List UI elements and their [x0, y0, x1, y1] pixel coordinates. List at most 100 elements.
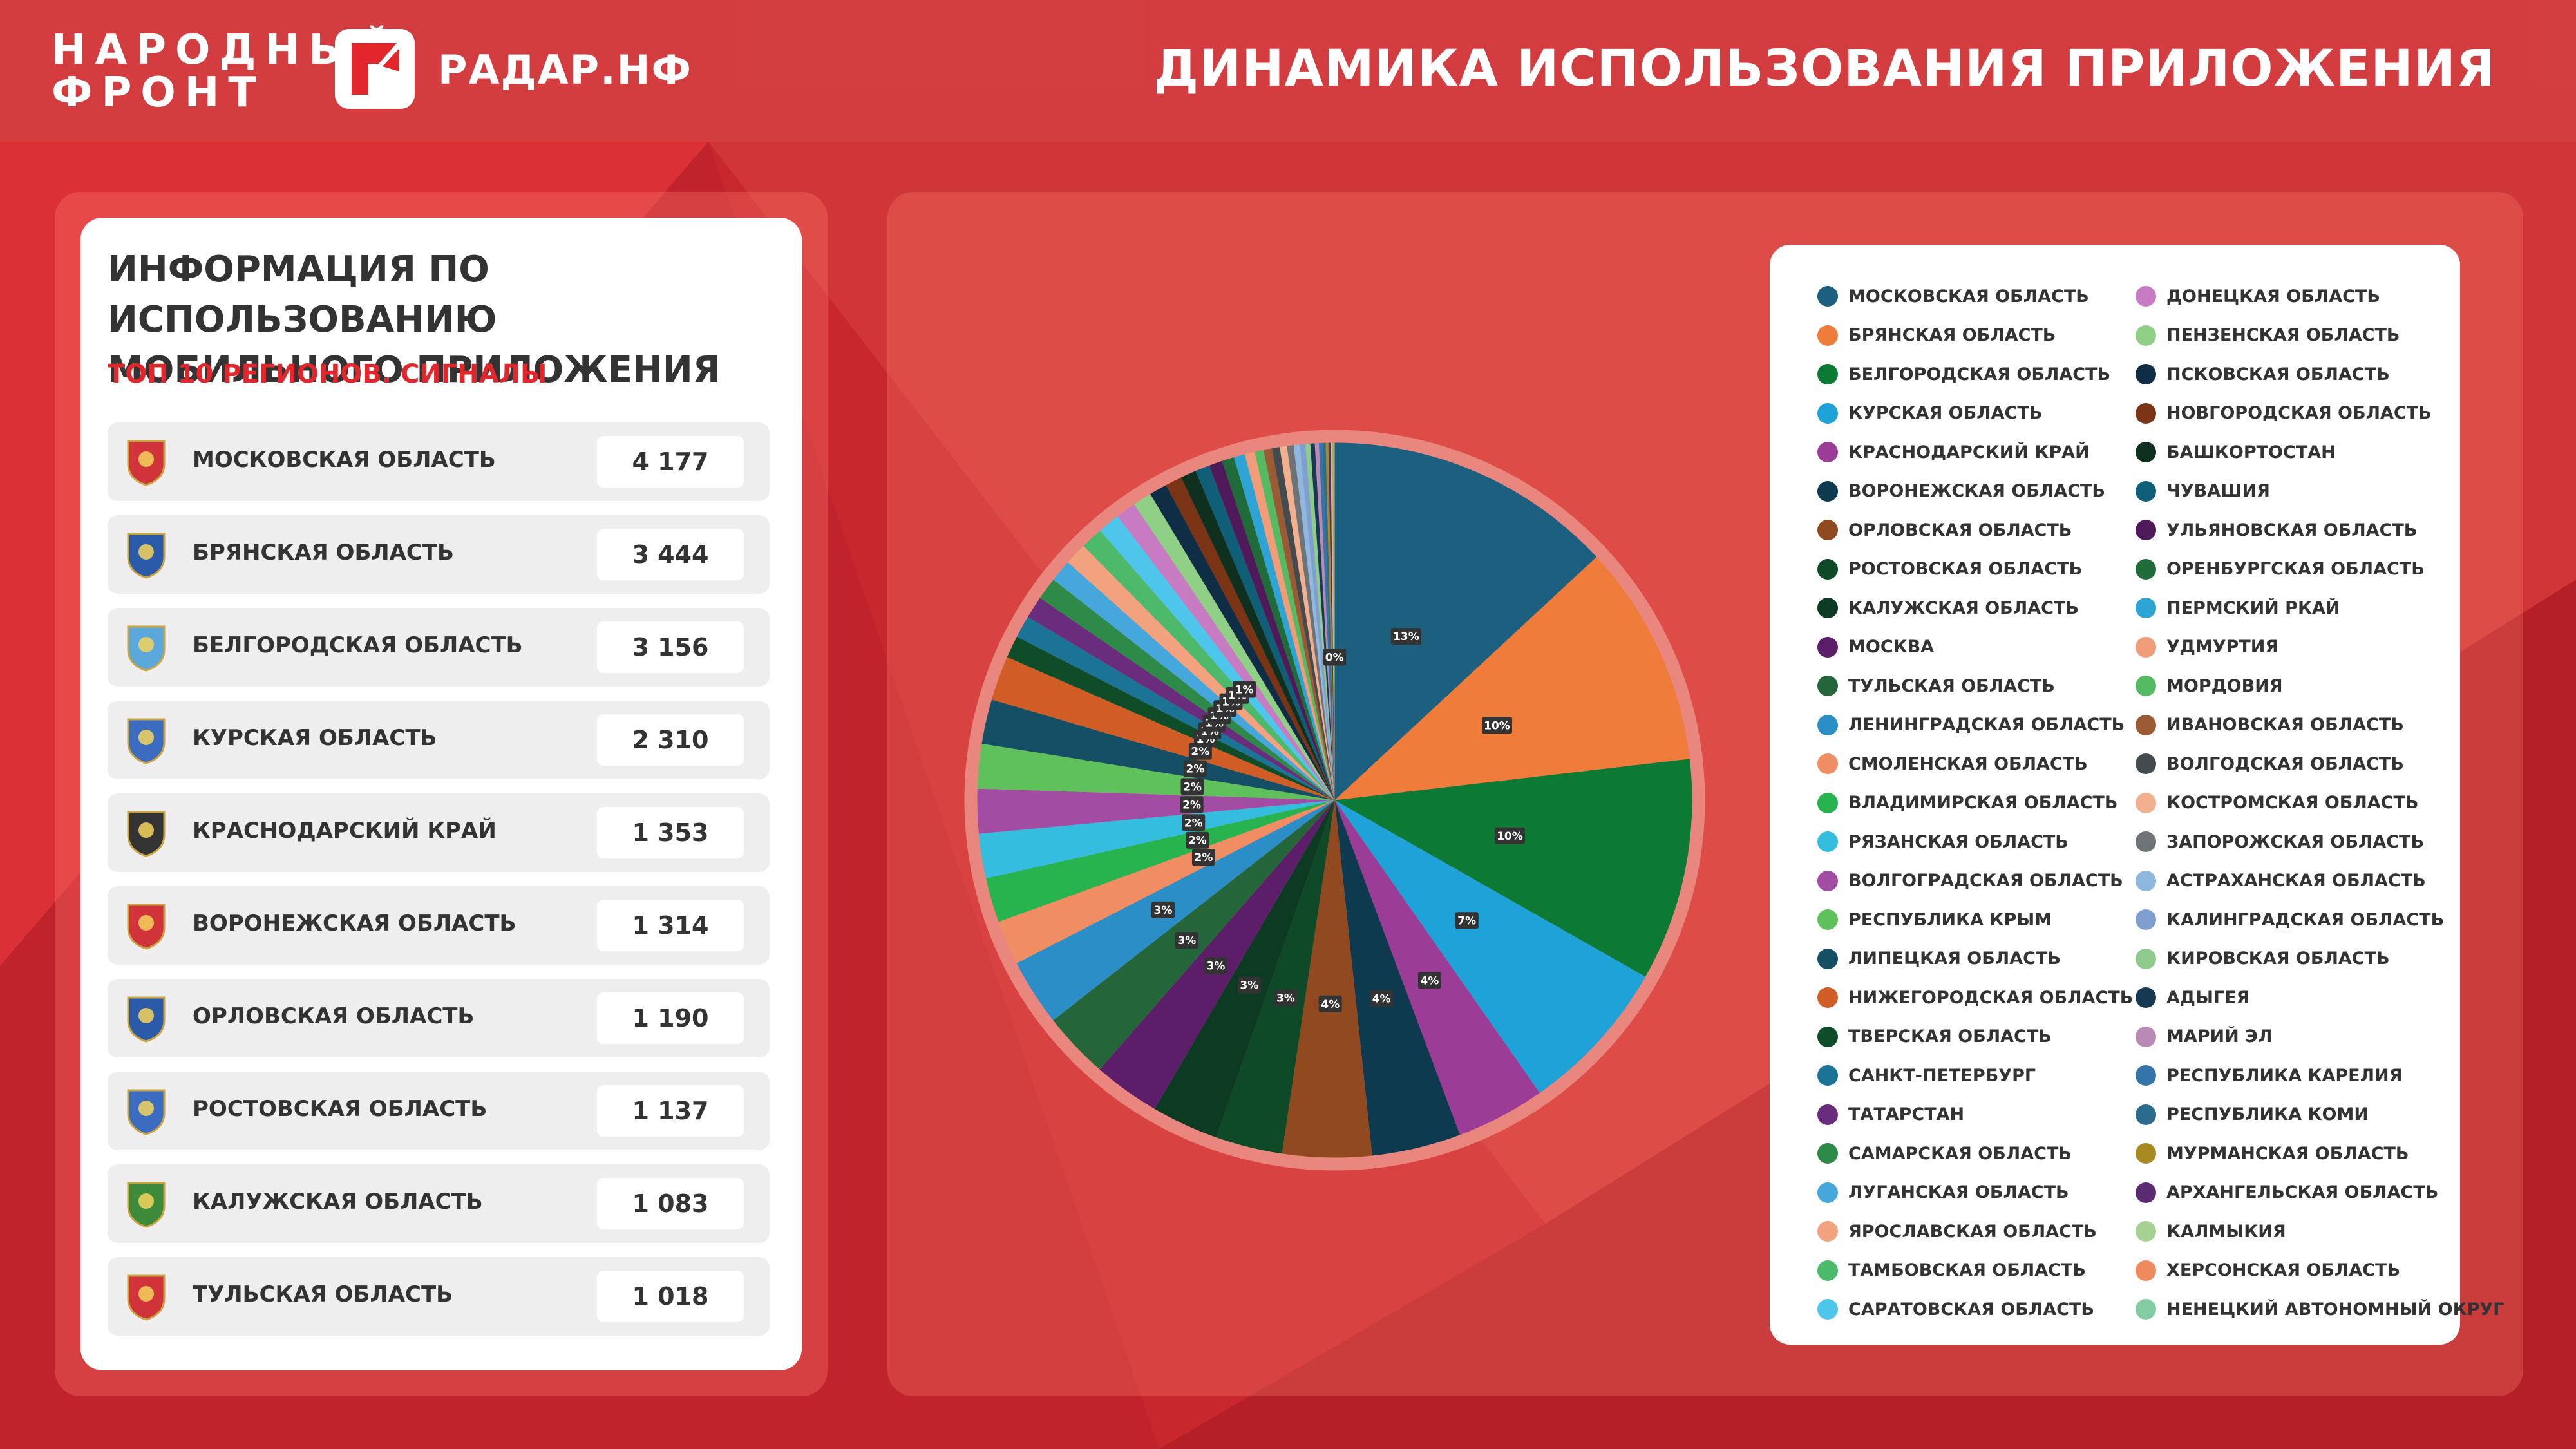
legend-item: ОРЛОВСКАЯ ОБЛАСТЬ [1817, 511, 2133, 550]
legend-swatch [2136, 520, 2156, 541]
region-value: 1 137 [597, 1085, 744, 1137]
voronezh-emblem-icon [120, 900, 172, 951]
legend-item: АДЫГЕЯ [2136, 978, 2504, 1018]
pie-slice [1016, 616, 1335, 800]
legend-label: ПСКОВСКАЯ ОБЛАСТЬ [2166, 364, 2390, 384]
radar-app-icon [335, 29, 415, 109]
legend-item: ТУЛЬСКАЯ ОБЛАСТЬ [1817, 667, 2133, 706]
legend-label: РЕСПУБЛИКА КОМИ [2166, 1104, 2369, 1125]
region-value: 3 156 [597, 621, 744, 673]
legend-swatch [1817, 831, 1838, 853]
legend-label: ЧУВАШИЯ [2166, 481, 2270, 502]
bryansk-emblem-icon [120, 529, 172, 580]
legend-item: МУРМАНСКАЯ ОБЛАСТЬ [2136, 1134, 2504, 1173]
region-name: МОСКОВСКАЯ ОБЛАСТЬ [193, 447, 496, 473]
legend-item: ВЛАДИМИРСКАЯ ОБЛАСТЬ [1817, 784, 2133, 823]
legend-label: ЛЕНИНГРАДСКАЯ ОБЛАСТЬ [1848, 715, 2125, 735]
legend-swatch [1817, 714, 1838, 735]
legend-item: ТВЕРСКАЯ ОБЛАСТЬ [1817, 1018, 2133, 1057]
legend-swatch [2136, 402, 2156, 424]
legend-item: БАШКОРТОСТАН [2136, 433, 2504, 472]
legend-swatch [2136, 1143, 2156, 1164]
legend-label: САРАТОВСКАЯ ОБЛАСТЬ [1848, 1299, 2094, 1320]
legend-label: РЯЗАНСКАЯ ОБЛАСТЬ [1848, 831, 2069, 852]
region-value: 1 018 [597, 1271, 744, 1322]
legend-swatch [1817, 753, 1838, 775]
legend-item: ИВАНОВСКАЯ ОБЛАСТЬ [2136, 706, 2504, 745]
legend-label: КРАСНОДАРСКИЙ КРАЙ [1848, 442, 2090, 462]
pie-slice [1322, 442, 1335, 800]
legend-swatch [2136, 1182, 2156, 1203]
kursk-emblem-icon [120, 714, 172, 766]
pie-slice [1305, 443, 1335, 800]
legend-label: ВОЛГОДСКАЯ ОБЛАСТЬ [2166, 753, 2404, 774]
svg-text:7%: 7% [1457, 914, 1476, 927]
legend-swatch [2136, 598, 2156, 619]
pie-slice [981, 699, 1335, 800]
legend-label: КАЛМЫКИЯ [2166, 1221, 2286, 1242]
pie-slice [1016, 800, 1335, 1021]
pie-label: 4% [1370, 990, 1394, 1007]
legend-item: ЛУГАНСКАЯ ОБЛАСТЬ [1817, 1173, 2133, 1213]
pie-slice [978, 800, 1335, 879]
pie-label: 7% [1455, 912, 1479, 929]
legend-swatch [2136, 1065, 2156, 1086]
orel-emblem-icon [120, 992, 172, 1044]
legend-item: РЯЗАНСКАЯ ОБЛАСТЬ [1817, 822, 2133, 862]
legend-swatch [2136, 870, 2156, 891]
legend-swatch [1817, 1026, 1838, 1047]
top-regions-list: МОСКОВСКАЯ ОБЛАСТЬ 4 177 БРЯНСКАЯ ОБЛАСТЬ 3… [108, 422, 770, 1350]
svg-text:10%: 10% [1497, 830, 1523, 843]
region-row: МОСКОВСКАЯ ОБЛАСТЬ 4 177 [108, 422, 770, 501]
legend-label: ТУЛЬСКАЯ ОБЛАСТЬ [1848, 676, 2055, 696]
legend-swatch [2136, 364, 2156, 385]
pie-slice [1007, 636, 1335, 800]
legend-label: КИРОВСКАЯ ОБЛАСТЬ [2166, 949, 2390, 969]
pie-slice [1028, 598, 1335, 800]
pie-slice [985, 800, 1335, 922]
pie-slice [1282, 800, 1372, 1158]
legend-swatch [1817, 1104, 1838, 1125]
legend-label: САМАРСКАЯ ОБЛАСТЬ [1848, 1143, 2072, 1164]
legend-swatch [2136, 909, 2156, 931]
svg-text:2%: 2% [1184, 817, 1203, 829]
pie-label: 4% [1417, 972, 1441, 989]
region-name: БРЯНСКАЯ ОБЛАСТЬ [193, 540, 454, 565]
legend-item: ЛЕНИНГРАДСКАЯ ОБЛАСТЬ [1817, 706, 2133, 745]
legend-swatch [1817, 325, 1838, 346]
pie-label: 13% [1390, 628, 1421, 645]
pie-slice [1310, 443, 1335, 800]
kaluga-emblem-icon [120, 1178, 172, 1229]
legend-label: РОСТОВСКАЯ ОБЛАСТЬ [1848, 559, 2083, 580]
legend-item: КИРОВСКАЯ ОБЛАСТЬ [2136, 940, 2504, 979]
legend-swatch [1817, 520, 1838, 541]
legend-label: ПЕРМСКИЙ РКАЙ [2166, 598, 2340, 618]
legend-swatch [1817, 1260, 1838, 1281]
legend-swatch [1817, 636, 1838, 658]
legend-swatch [1817, 792, 1838, 813]
legend-swatch [2136, 558, 2156, 580]
region-row: ВОРОНЕЖСКАЯ ОБЛАСТЬ 1 314 [108, 886, 770, 965]
legend-item: ПЕНЗЕНСКАЯ ОБЛАСТЬ [2136, 316, 2504, 355]
legend-swatch [1817, 364, 1838, 385]
legend-item: РЕСПУБЛИКА КОМИ [2136, 1095, 2504, 1135]
legend-item: ВОЛГОГРАДСКАЯ ОБЛАСТЬ [1817, 862, 2133, 901]
legend-swatch [2136, 831, 2156, 853]
pie-label: 2% [1186, 831, 1209, 849]
pie-slice [1334, 556, 1690, 800]
pie-label: 3% [1204, 957, 1228, 974]
pie-slice [1100, 516, 1335, 800]
legend-item: МОСКВА [1817, 628, 2133, 667]
legend-label: РЕСПУБЛИКА КАРЕЛИЯ [2166, 1065, 2403, 1086]
pie-slice [1300, 444, 1335, 800]
legend-label: ХЕРСОНСКАЯ ОБЛАСТЬ [2166, 1260, 2401, 1281]
legend-item: КУРСКАЯ ОБЛАСТЬ [1817, 394, 2133, 433]
legend-label: АРХАНГЕЛЬСКАЯ ОБЛАСТЬ [2166, 1182, 2439, 1203]
svg-text:2%: 2% [1188, 835, 1207, 848]
pie-slice [1328, 442, 1335, 800]
pie-slice [1117, 504, 1335, 800]
pie-slice [1244, 451, 1335, 800]
legend-swatch [2136, 987, 2156, 1009]
pie-slice [1216, 800, 1335, 1154]
legend-item: ЯРОСЛАВСКАЯ ОБЛАСТЬ [1817, 1212, 2133, 1251]
